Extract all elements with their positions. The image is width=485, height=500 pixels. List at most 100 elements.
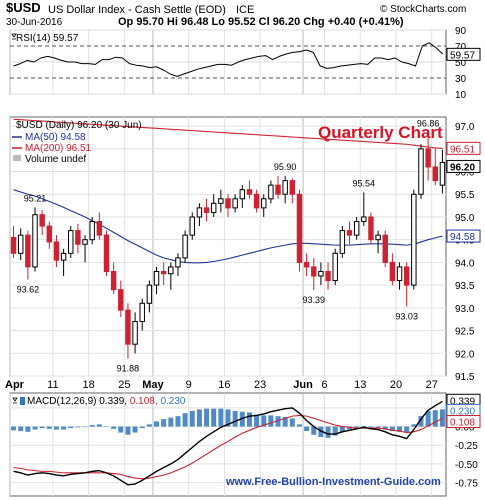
exchange: ICE xyxy=(236,4,255,16)
candle-body xyxy=(432,166,438,182)
macd-histogram-bar xyxy=(368,426,374,428)
candle-body xyxy=(353,221,360,236)
candle-body xyxy=(132,320,138,345)
macd-histogram-bar xyxy=(18,426,24,432)
macd-histogram-bar xyxy=(168,417,174,427)
price-callout: 91.88 xyxy=(117,364,140,374)
date-axis-label: Apr xyxy=(5,379,25,391)
candle-body xyxy=(60,252,67,261)
macd-histogram-bar xyxy=(361,425,367,427)
macd-histogram-bar xyxy=(254,414,260,427)
candle-body xyxy=(439,161,446,186)
candle-body xyxy=(218,198,224,204)
macd-histogram-bar xyxy=(382,426,388,430)
rsi-tick-label: 70 xyxy=(455,42,467,53)
candle-body xyxy=(75,230,81,245)
candle-body xyxy=(296,193,303,263)
quarterly-chart-annotation: Quarterly Chart xyxy=(318,123,443,142)
price-callout: 95.21 xyxy=(24,193,47,203)
ohlc-summary: Op 95.70 Hi 96.48 Lo 95.52 Cl 96.20 Chg … xyxy=(118,16,404,28)
rsi-tick-label: 30 xyxy=(455,74,467,85)
macd-histogram-bar xyxy=(347,426,353,430)
site-watermark: www.Free-Bullion-Investment-Guide.com xyxy=(225,476,441,488)
price-tag: 96.51 xyxy=(450,144,475,155)
price-tick-label: 91.5 xyxy=(455,372,475,383)
macd-legend-signal: 0.108, xyxy=(130,396,161,407)
macd-histogram-bar xyxy=(103,426,109,428)
candle-body xyxy=(382,234,388,263)
price-callout: 95.54 xyxy=(353,178,376,188)
macd-histogram-bar xyxy=(339,426,345,432)
candle-body xyxy=(403,266,410,286)
macd-histogram-bar xyxy=(289,418,295,427)
rsi-tick-label: 10 xyxy=(455,90,467,101)
price-callout: 93.39 xyxy=(303,295,326,305)
date-label: 30-Jun-2016 xyxy=(6,17,63,28)
price-tick-label: 95.0 xyxy=(455,213,475,224)
price-tick-label: 93.5 xyxy=(455,281,475,292)
date-axis-label: 18 xyxy=(82,379,94,391)
macd-value-tag: 0.108 xyxy=(450,418,475,429)
macd-value-tag-box xyxy=(446,415,481,429)
macd-legend-icon xyxy=(12,397,18,404)
macd-histogram-bar xyxy=(332,426,338,436)
candle-body xyxy=(146,284,153,304)
date-axis-label: 16 xyxy=(218,379,230,391)
rsi-tick-label: 90 xyxy=(455,26,467,37)
date-axis-label: 9 xyxy=(186,379,192,391)
candle-body xyxy=(32,214,38,268)
candle-body xyxy=(282,180,288,195)
macd-tick-label: 0.00 xyxy=(455,423,475,434)
macd-histogram-bar xyxy=(82,426,88,428)
macd-histogram-bar xyxy=(196,409,202,427)
macd-histogram-bar xyxy=(268,415,274,427)
macd-histogram-bar xyxy=(275,416,281,427)
candle-body xyxy=(82,239,88,245)
price-callout: 95.90 xyxy=(274,162,297,172)
macd-histogram-bar xyxy=(375,426,381,429)
candle-body xyxy=(418,148,424,195)
price-tick-label: 97.0 xyxy=(455,122,475,133)
price-tick-label: 95.5 xyxy=(455,190,475,201)
candle-body xyxy=(311,266,317,277)
candle-body xyxy=(110,270,117,291)
macd-histogram-bar xyxy=(75,426,81,428)
ma200-legend: MA(200) 96.51 xyxy=(25,143,92,154)
date-axis-label: 13 xyxy=(354,379,366,391)
macd-histogram-bar xyxy=(46,426,52,429)
macd-legend-label: MACD(12,26,9) xyxy=(27,396,99,407)
macd-histogram-bar xyxy=(11,426,17,431)
macd-histogram-bar xyxy=(139,426,145,429)
candle-body xyxy=(411,193,417,286)
candle-body xyxy=(375,234,381,241)
ma200-line xyxy=(13,118,443,149)
price-callout: 96.86 xyxy=(417,118,440,128)
candle-body xyxy=(96,221,103,236)
candle-body xyxy=(396,266,403,282)
price-tick-label: 94.0 xyxy=(455,258,475,269)
symbol: $USD xyxy=(6,0,41,15)
macd-histogram-bar xyxy=(311,426,317,435)
candle-body xyxy=(332,252,338,282)
date-axis-label: 20 xyxy=(390,379,402,391)
macd-value-tag: 0.230 xyxy=(450,406,475,417)
price-tick-label: 96.0 xyxy=(455,168,475,179)
candle-body xyxy=(139,302,145,322)
candle-body xyxy=(203,207,210,213)
candle-body xyxy=(246,189,253,195)
macd-histogram-bar xyxy=(161,419,167,427)
macd-histogram-bar xyxy=(146,424,152,427)
candle-body xyxy=(39,214,45,227)
ma50-legend: MA(50) 94.58 xyxy=(25,132,86,143)
candle-body xyxy=(275,184,281,195)
macd-histogram-bar xyxy=(325,426,331,438)
candle-body xyxy=(196,207,203,218)
macd-histogram-bar xyxy=(304,426,310,432)
candle-body xyxy=(68,230,74,254)
macd-histogram-bar xyxy=(154,421,160,427)
candle-body xyxy=(53,241,60,261)
price-tick-label: 92.5 xyxy=(455,327,475,338)
price-panel: 97.096.596.095.595.094.594.093.593.092.5… xyxy=(9,116,481,383)
volume-legend-swatch xyxy=(13,155,21,161)
